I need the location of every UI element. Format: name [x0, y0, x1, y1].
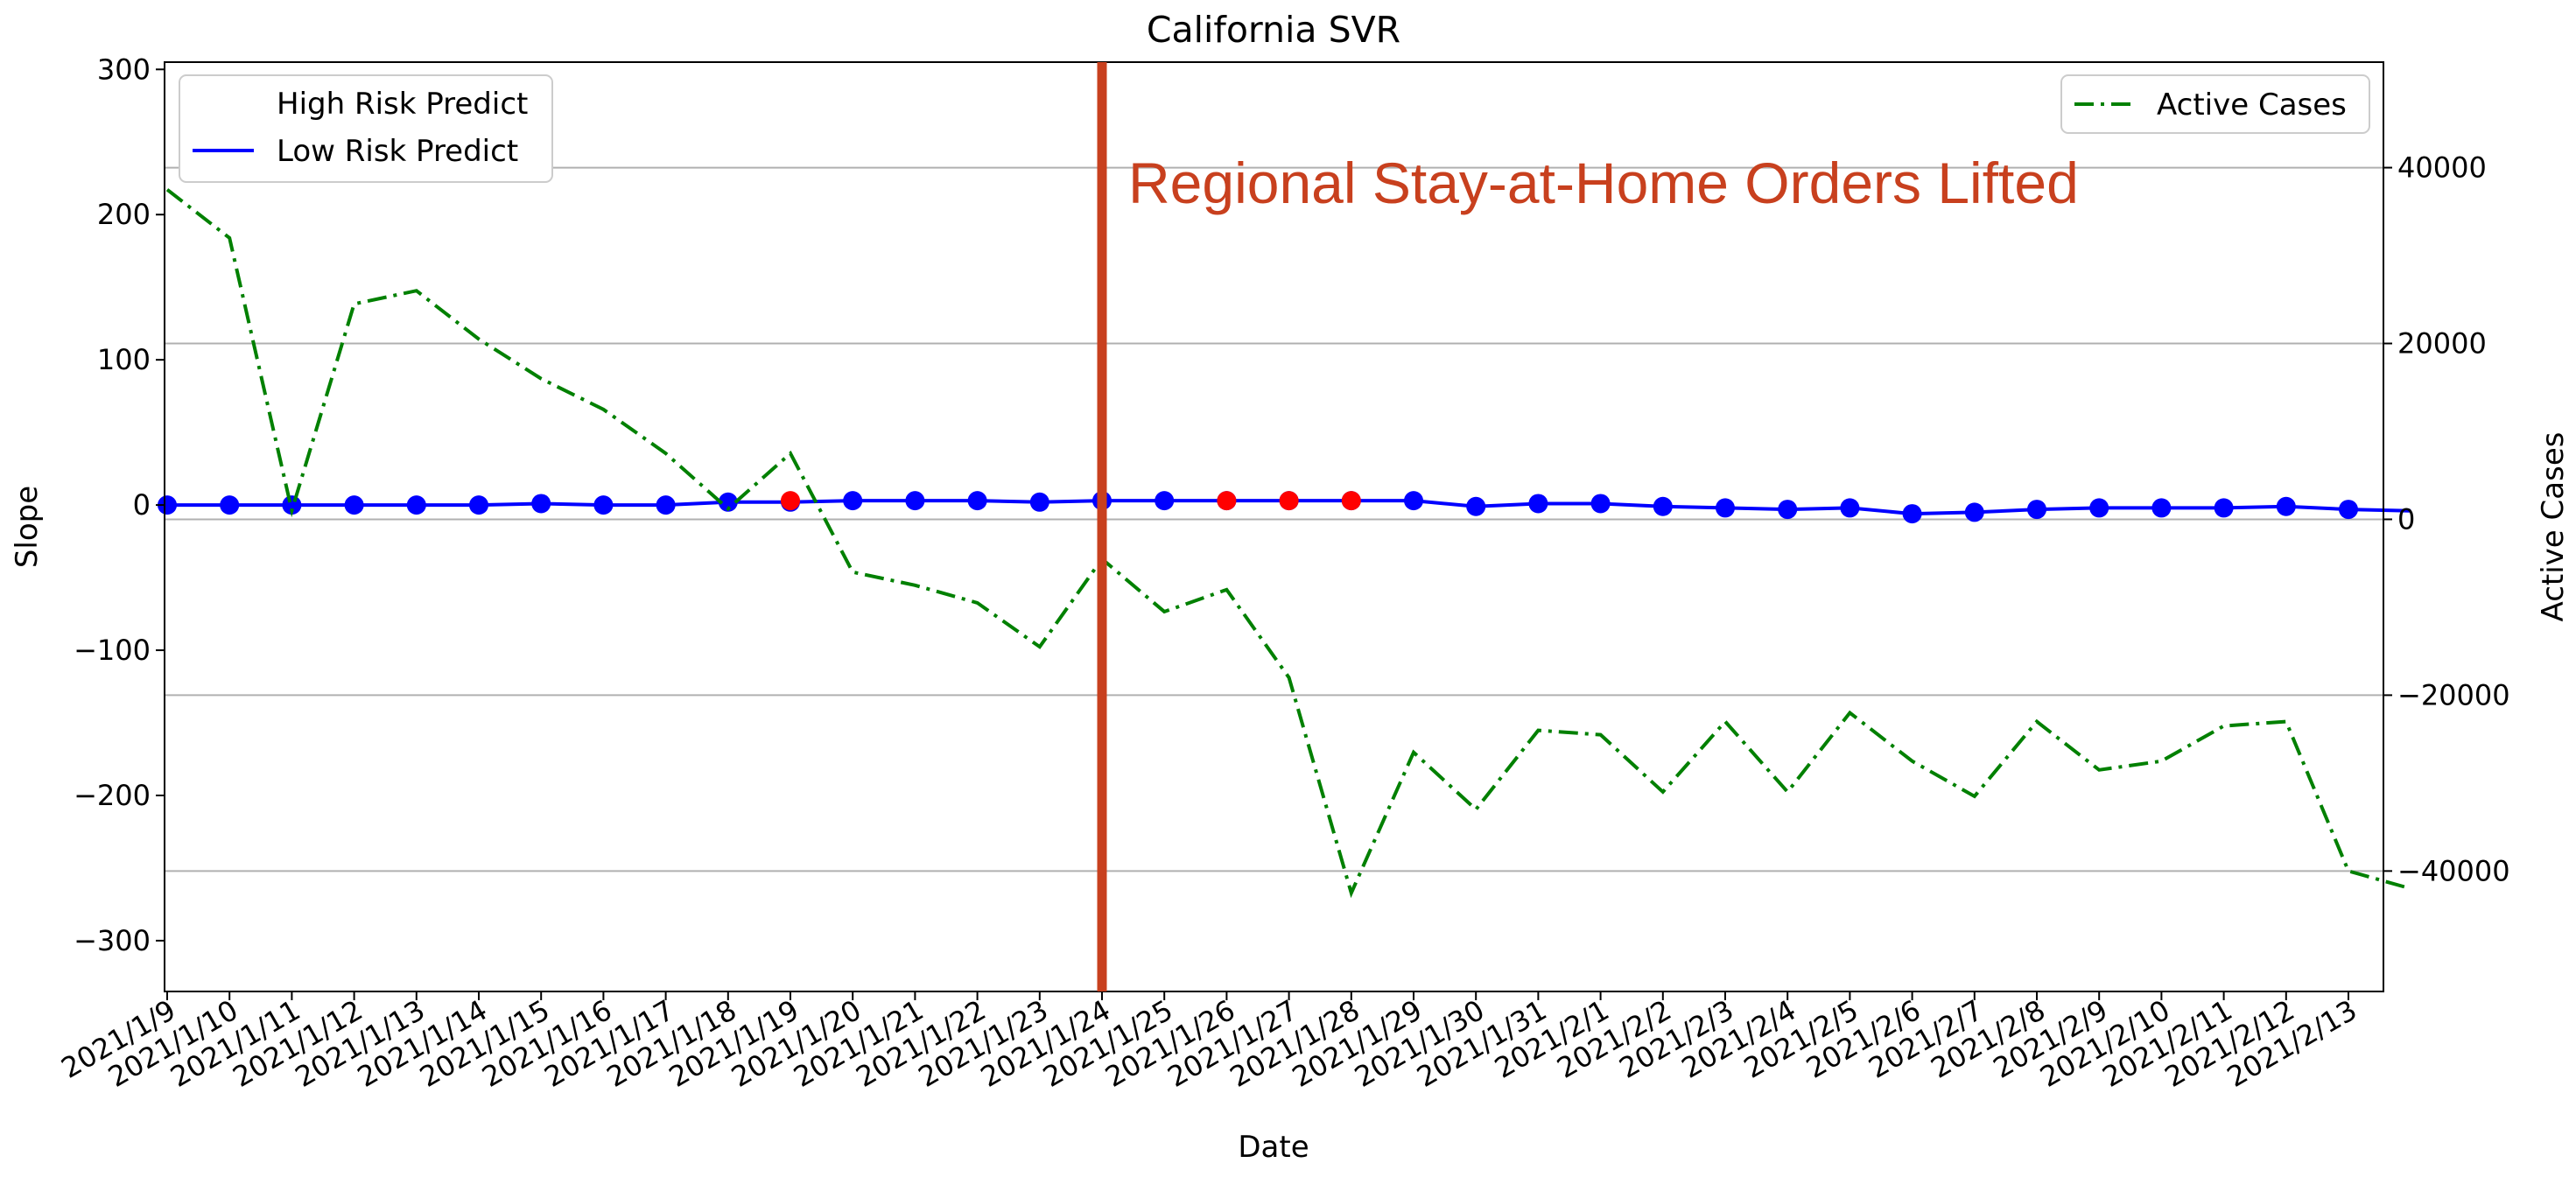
low-risk-point [1716, 498, 1735, 518]
low-risk-point [656, 495, 676, 515]
legend-entry-high-risk: High Risk Predict [277, 87, 528, 122]
low-risk-point [1653, 496, 1673, 516]
y-tick-label: −300 [74, 924, 151, 957]
active-cases-line [165, 188, 2411, 899]
x-axis-label: Date [1238, 1130, 1309, 1165]
low-risk-point [1590, 494, 1611, 514]
low-risk-point [2027, 500, 2046, 520]
legends: High Risk Predict Low Risk Predict Active … [179, 74, 2370, 183]
plot-frame [164, 61, 2384, 992]
low-risk-point [2276, 496, 2296, 516]
legend-entry-low-risk: Low Risk Predict [277, 134, 518, 169]
high-risk-point [1217, 491, 1237, 511]
annotation-group: Regional Stay-at-Home Orders Lifted [1097, 62, 2079, 991]
low-risk-point [158, 495, 177, 515]
y-tick-label: 200 [97, 198, 151, 231]
low-risk-point [2089, 498, 2109, 518]
y-axis-label: Slope [10, 486, 45, 568]
y2-tick-label: 0 [2397, 502, 2415, 536]
low-risk-point [220, 495, 240, 515]
y-tick-label: −200 [74, 779, 151, 812]
low-risk-point [1528, 494, 1548, 514]
legend-entry-active-cases: Active Cases [2157, 88, 2347, 123]
low-risk-point [1466, 496, 1486, 516]
low-risk-point [718, 492, 738, 512]
series-group [158, 188, 2411, 899]
low-risk-point [531, 494, 551, 514]
low-risk-point [593, 495, 614, 515]
y2-axis-label: Active Cases [2536, 432, 2571, 622]
y-tick-label: 0 [133, 488, 151, 522]
low-risk-point [344, 495, 364, 515]
low-risk-point [2339, 500, 2358, 520]
low-risk-point [1778, 500, 1798, 520]
high-risk-point [1279, 491, 1299, 511]
low-risk-point [1964, 502, 1984, 522]
low-risk-point [843, 491, 863, 511]
high-risk-point [781, 491, 800, 511]
low-risk-point [1404, 491, 1423, 511]
y-tick-label: −100 [74, 634, 151, 667]
low-risk-point [469, 495, 488, 515]
low-risk-point [2151, 498, 2172, 518]
low-risk-point [2214, 498, 2234, 518]
y2-tick-label: 20000 [2397, 327, 2487, 361]
high-risk-point [1341, 491, 1361, 511]
low-risk-point [1155, 491, 1175, 511]
low-risk-point [905, 491, 925, 511]
low-risk-point [406, 495, 426, 515]
low-risk-point [1840, 498, 1860, 518]
legend-box-left [179, 74, 553, 183]
chart-title: California SVR [1147, 9, 1400, 51]
y2-tick-label: −20000 [2397, 678, 2510, 711]
legend-box-right [2060, 74, 2370, 134]
low-risk-point [967, 491, 987, 511]
low-risk-point [1029, 492, 1049, 512]
y-tick-label: 300 [97, 53, 151, 86]
low-risk-point [1902, 504, 1922, 524]
y2-tick-label: 40000 [2397, 151, 2487, 185]
annotation-text: Regional Stay-at-Home Orders Lifted [1128, 151, 2079, 215]
y2-tick-label: −40000 [2397, 854, 2510, 887]
y-tick-label: 100 [97, 343, 151, 376]
